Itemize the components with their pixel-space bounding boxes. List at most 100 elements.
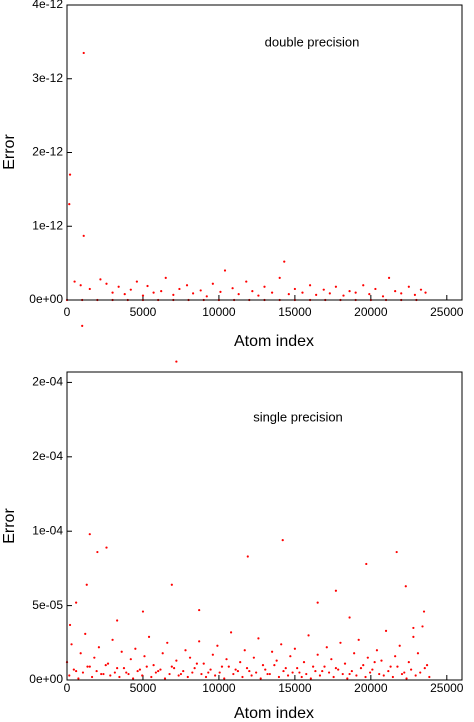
point: [134, 647, 137, 650]
point: [414, 674, 417, 677]
point: [396, 665, 399, 668]
point: [143, 655, 146, 658]
point: [255, 671, 258, 674]
x-tick-label: 25000: [430, 681, 464, 695]
x-tick-label: 15000: [278, 305, 312, 319]
y-tick-label: 1e-12: [32, 218, 63, 232]
point: [316, 653, 319, 656]
point: [75, 669, 78, 673]
point: [407, 661, 410, 664]
point: [248, 669, 251, 673]
point: [342, 294, 345, 297]
point: [332, 675, 335, 679]
point: [322, 288, 325, 291]
point: [198, 640, 201, 643]
point: [374, 287, 377, 291]
point: [154, 671, 157, 674]
point: [353, 652, 356, 655]
point: [398, 644, 401, 647]
point: [246, 555, 249, 558]
point: [362, 284, 365, 287]
point: [251, 290, 254, 293]
point: [343, 662, 347, 665]
point: [209, 668, 212, 671]
point: [111, 638, 114, 641]
point: [90, 675, 94, 679]
point: [293, 647, 296, 650]
point: [81, 671, 85, 674]
point: [106, 662, 110, 665]
point: [122, 666, 126, 670]
point: [300, 675, 303, 679]
point: [364, 675, 367, 679]
point: [77, 677, 80, 680]
point: [384, 629, 388, 632]
point: [72, 668, 75, 671]
point: [241, 675, 244, 679]
point: [296, 666, 299, 670]
point: [219, 290, 222, 293]
point: [250, 674, 253, 677]
point: [191, 292, 195, 295]
x-tick-label: 20000: [354, 305, 388, 319]
y-tick-label: 1e-04: [32, 523, 63, 537]
point: [316, 601, 319, 604]
point: [86, 665, 89, 668]
point: [172, 293, 175, 296]
point: [207, 671, 210, 674]
point: [93, 656, 96, 659]
point: [113, 671, 116, 674]
point: [380, 659, 383, 662]
point: [368, 293, 371, 296]
point: [413, 293, 417, 296]
point: [404, 585, 407, 588]
point: [425, 664, 429, 667]
point: [337, 668, 340, 671]
point: [232, 672, 235, 676]
point: [270, 291, 274, 294]
point: [350, 669, 353, 673]
point: [116, 619, 119, 622]
point: [307, 634, 310, 637]
y-tick-label: 0e+00: [29, 292, 63, 306]
point: [395, 550, 398, 554]
x-tick-label: 0: [64, 305, 71, 319]
point: [85, 583, 88, 586]
point: [382, 674, 385, 677]
point: [205, 295, 208, 298]
point: [357, 638, 360, 641]
point: [120, 650, 123, 653]
point: [109, 674, 112, 677]
point: [355, 674, 358, 677]
point: [117, 285, 120, 288]
point: [359, 666, 363, 670]
point: [354, 291, 357, 294]
point: [125, 671, 128, 674]
point: [257, 294, 260, 297]
point: [325, 646, 328, 649]
point: [403, 671, 406, 674]
point: [223, 677, 226, 680]
point: [170, 583, 173, 586]
point: [394, 290, 397, 293]
point: [73, 280, 76, 283]
point: [214, 674, 217, 677]
point: [175, 360, 178, 363]
point: [301, 291, 304, 294]
point: [216, 644, 219, 647]
point: [266, 672, 269, 676]
point: [218, 671, 221, 674]
point: [422, 610, 426, 613]
point: [298, 671, 301, 674]
y-tick-label: 2e-12: [32, 145, 63, 159]
x-tick-label: 15000: [278, 681, 312, 695]
point: [68, 173, 72, 176]
point: [286, 674, 290, 677]
point: [328, 292, 331, 295]
point: [99, 278, 102, 281]
point: [405, 677, 408, 680]
point: [179, 672, 183, 676]
point: [264, 668, 267, 671]
point: [268, 672, 271, 676]
point: [161, 652, 164, 655]
